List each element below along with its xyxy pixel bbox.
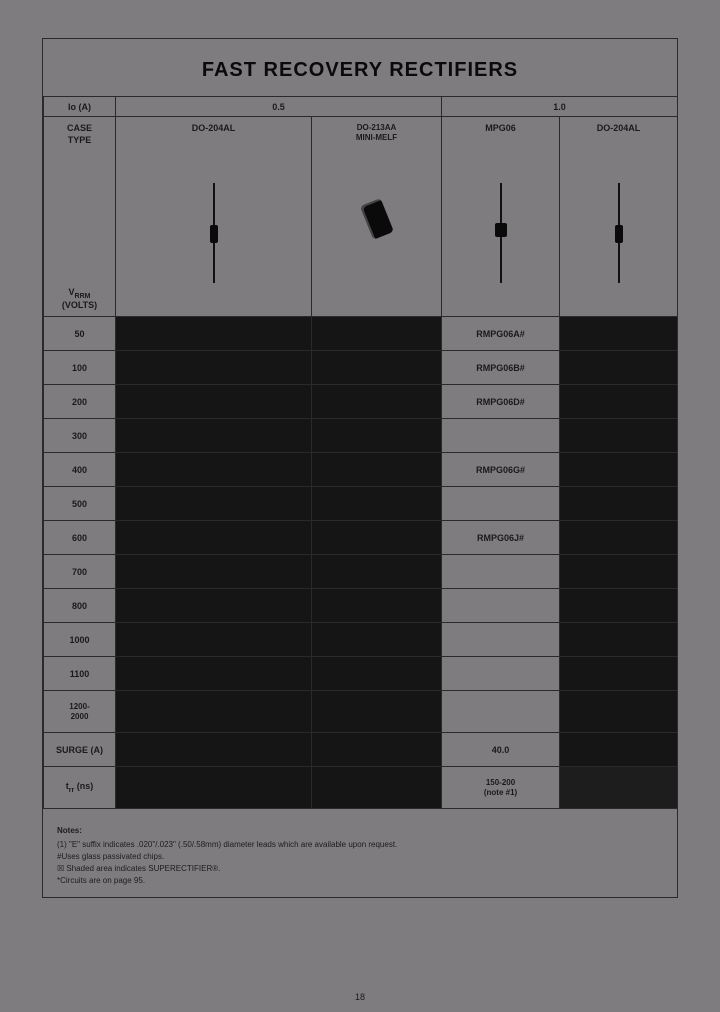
note-line: (1) "E" suffix indicates .020"/.023" (.5… [57,839,663,851]
case-col-2: MPG06 [442,117,560,317]
case-col-0: DO-204AL [116,117,312,317]
vrow: 100 [44,351,116,385]
trr-label: trr (ns) [44,767,116,809]
vrow: 400 [44,453,116,487]
cell-empty [442,589,560,623]
rectifier-table: Io (A) 0.5 1.0 CASETYPE VRRM(VOLTS) DO-2… [43,96,678,809]
vrow: 50 [44,317,116,351]
notes-block: Notes: (1) "E" suffix indicates .020"/.0… [57,825,663,887]
case-type-row: CASETYPE VRRM(VOLTS) DO-204AL DO-213AAMI… [44,117,678,317]
vrow: 300 [44,419,116,453]
notes-title: Notes: [57,825,663,837]
io-row: Io (A) 0.5 1.0 [44,97,678,117]
cell-shaded [560,317,678,351]
io-label: Io (A) [44,97,116,117]
note-line: #Uses glass passivated chips. [57,851,663,863]
trr-value: 150-200(note #1) [442,767,560,809]
vrow: 600 [44,521,116,555]
cell-part: RMPG06G# [442,453,560,487]
vrrm-label: VRRM(VOLTS) [44,287,115,310]
case-type-label: CASETYPE VRRM(VOLTS) [44,117,116,317]
cell-shaded [116,317,312,351]
cell-empty [442,419,560,453]
cell-empty [442,623,560,657]
page-number: 18 [0,992,720,1002]
cell-empty [442,555,560,589]
cell-shaded [312,317,442,351]
cell-part: RMPG06B# [442,351,560,385]
vrow: 200 [44,385,116,419]
melf-package-icon [360,198,394,240]
vrow: 800 [44,589,116,623]
io-value-1: 1.0 [442,97,678,117]
cell-empty [442,487,560,521]
io-value-0: 0.5 [116,97,442,117]
case-col-1: DO-213AAMINI-MELF [312,117,442,317]
cell-part: RMPG06D# [442,385,560,419]
axial-package-icon [618,183,620,283]
vrow: 1000 [44,623,116,657]
axial-package-icon [213,183,215,283]
cell-empty [442,691,560,733]
surge-value: 40.0 [442,733,560,767]
cell-part: RMPG06J# [442,521,560,555]
mpg-package-icon [500,183,502,283]
note-line: ☒ Shaded area indicates SUPERECTIFIER®. [57,863,663,875]
note-line: *Circuits are on page 95. [57,875,663,887]
cell-part: RMPG06A# [442,317,560,351]
datasheet-page: FAST RECOVERY RECTIFIERS Io (A) 0.5 1.0 … [42,38,678,898]
surge-label: SURGE (A) [44,733,116,767]
vrow: 500 [44,487,116,521]
page-title: FAST RECOVERY RECTIFIERS [43,39,677,96]
vrow: 700 [44,555,116,589]
cell-empty [442,657,560,691]
vrow: 1100 [44,657,116,691]
case-col-3: DO-204AL [560,117,678,317]
vrow: 1200-2000 [44,691,116,733]
